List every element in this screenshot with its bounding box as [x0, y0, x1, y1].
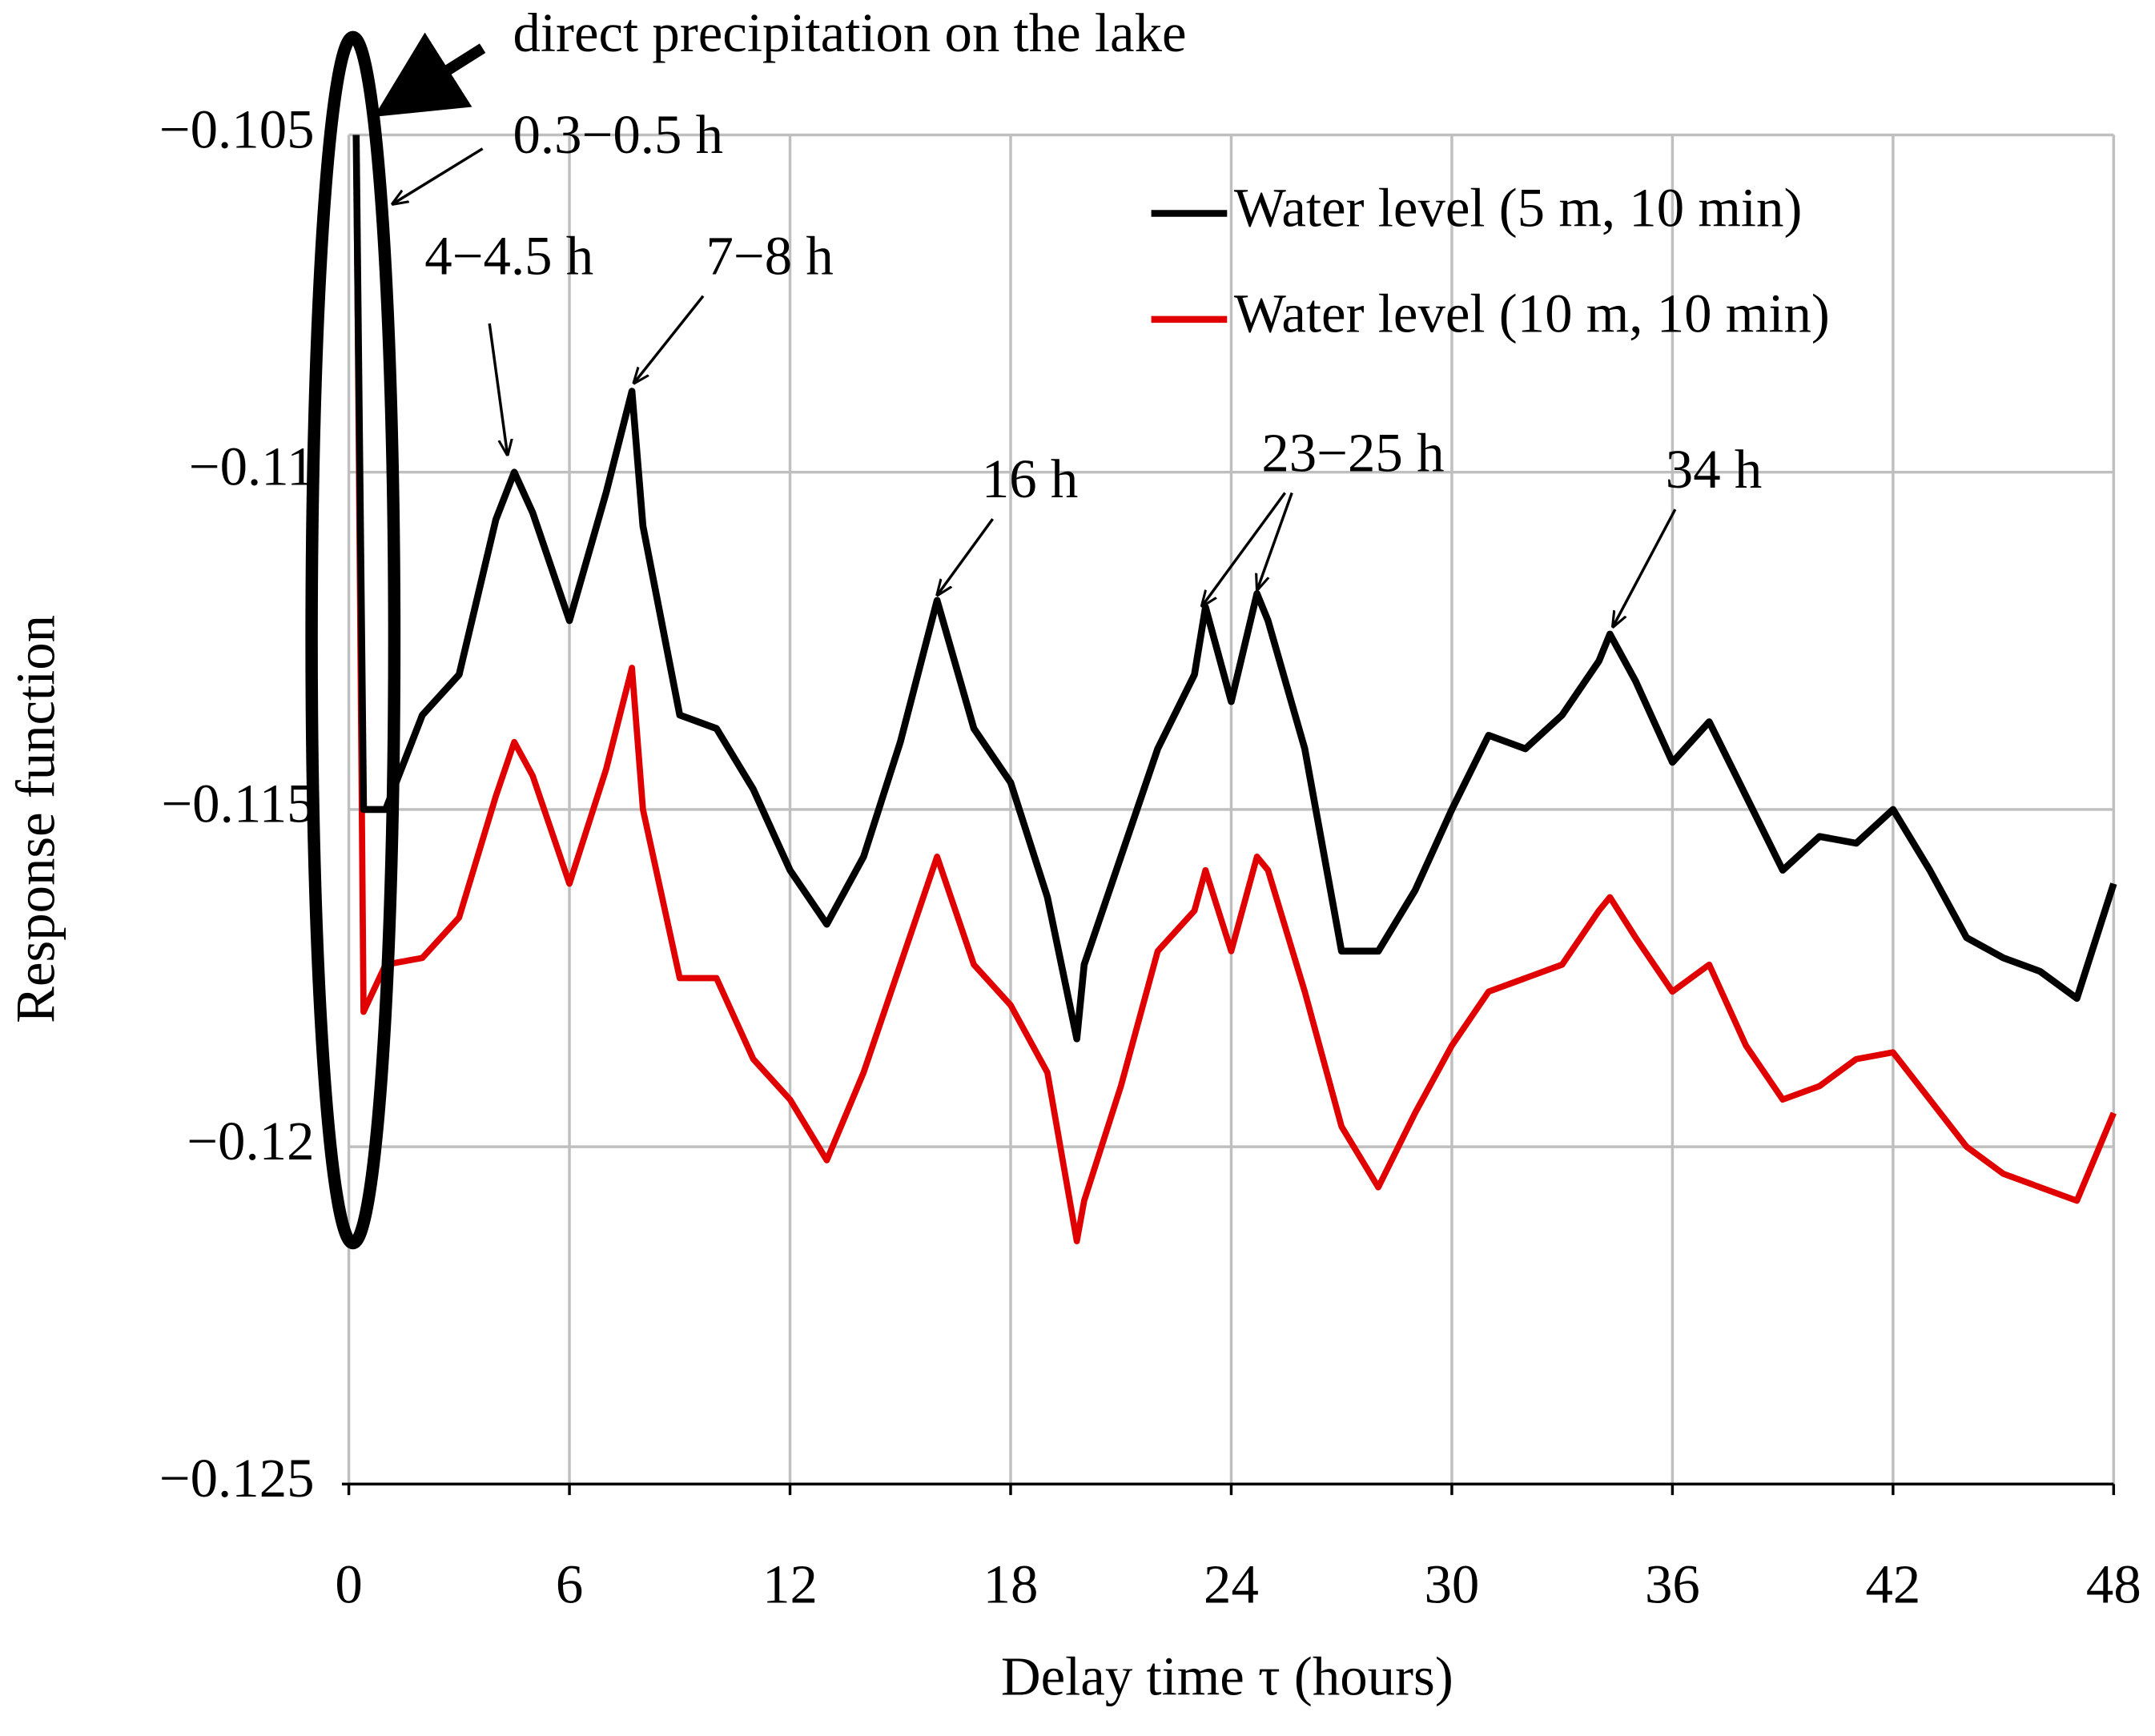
legend-label: Water level (5 m, 10 min)	[1234, 177, 1802, 238]
x-tick-label: 0	[335, 1554, 362, 1615]
annotation-arrow	[1257, 492, 1293, 589]
y-tick-label: −0.115	[161, 774, 314, 834]
x-tick-label: 6	[556, 1554, 583, 1615]
x-tick-label: 48	[2086, 1554, 2141, 1615]
series-line	[352, 135, 2117, 1244]
x-tick-label: 30	[1425, 1554, 1480, 1615]
y-tick-label: −0.105	[159, 98, 315, 159]
x-tick-label: 18	[983, 1554, 1039, 1615]
annotation-arrow	[373, 32, 486, 117]
annotation-arrow	[1202, 492, 1287, 605]
annotation-arrow	[938, 518, 995, 595]
overlay: Delay time τ (hours) Response function W…	[5, 2, 1829, 1707]
annotation: 0.3−0.5 h	[513, 104, 723, 165]
y-axis-title: Response function	[5, 615, 66, 1023]
grid: −0.125 −0.12 −0.115 −0.11 −0.105 0 6 12 18 24 30 36…	[159, 98, 2141, 1614]
x-tick-label: 24	[1204, 1554, 1259, 1615]
annotation: 4−4.5 h	[424, 225, 593, 286]
annotation-arrow	[393, 147, 484, 204]
y-tick-label: −0.12	[187, 1111, 314, 1171]
x-tick-label: 42	[1865, 1554, 1920, 1615]
x-tick-label: 12	[762, 1554, 818, 1615]
annotation: 7−8 h	[706, 225, 834, 286]
highlight-ellipse	[305, 30, 401, 1250]
annotation-arrow	[634, 295, 705, 383]
x-axis-title: Delay time τ (hours)	[1001, 1646, 1453, 1707]
y-tick-label: −0.11	[189, 436, 315, 497]
annotation: 23−25 h	[1261, 422, 1444, 483]
y-tick-label: −0.125	[159, 1448, 315, 1509]
x-tick-label: 36	[1645, 1554, 1700, 1615]
annotation-arrow	[1613, 508, 1677, 626]
annotation: direct precipitation on the lake	[513, 2, 1186, 63]
plot	[352, 135, 2117, 1244]
annotation-arrow	[488, 323, 507, 454]
annotation: 16 h	[982, 448, 1078, 509]
annotation: 34 h	[1666, 439, 1762, 500]
legend-label: Water level (10 m, 10 min)	[1234, 283, 1830, 344]
series-line	[352, 135, 2117, 1043]
